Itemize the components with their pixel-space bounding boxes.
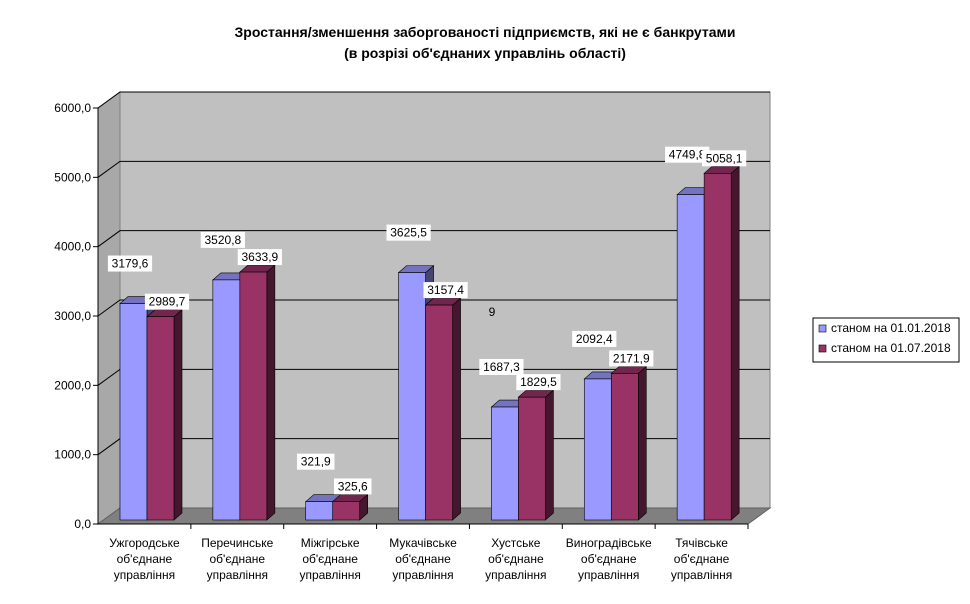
bar-side: [266, 264, 276, 521]
legend-swatch: [818, 344, 827, 353]
x-tick-label: Міжгірське: [301, 536, 360, 550]
x-tick-label: об'єднане: [488, 552, 544, 566]
x-tick-label: об'єднане: [209, 552, 265, 566]
x-tick-label: об'єднане: [674, 552, 730, 566]
x-tick-label: управління: [578, 568, 639, 582]
data-label-bg: [107, 255, 153, 272]
plot-area: 0,0 1000,0 2000,0 3000,0 4000,0 5000,0 6000,0 У…: [54, 91, 772, 582]
y-tick-label: 6000,0: [54, 101, 91, 115]
data-label: 1829,5: [520, 375, 557, 389]
x-tick-label: об'єднане: [395, 552, 451, 566]
data-label-bg: [516, 374, 561, 391]
legend-entry: станом на 01.01.2018: [831, 321, 951, 335]
data-label: 3157,4: [427, 283, 464, 297]
data-label: 3179,6: [112, 257, 149, 271]
chart-title: Зростання/зменшення заборгованості підпр…: [235, 24, 736, 40]
bar: [332, 501, 361, 521]
gridline: [97, 160, 770, 178]
bar: [610, 373, 639, 521]
x-tick-label: Виноградівське: [566, 536, 652, 550]
x-tick-label: управління: [114, 568, 175, 582]
y-tick-label: 4000,0: [54, 240, 91, 254]
data-label-bg: [200, 231, 245, 248]
data-label: 3520,8: [205, 233, 242, 247]
data-label-bg: [237, 249, 282, 266]
data-label-bg: [479, 359, 524, 376]
y-tick-label: 1000,0: [54, 448, 91, 462]
bar: [425, 304, 453, 521]
y-tick-label: 0,0: [74, 517, 91, 531]
x-tick-label: Тячівське: [675, 536, 728, 550]
gridline: [97, 91, 770, 109]
x-tick-label: управління: [392, 568, 453, 582]
y-tick-label: 3000,0: [54, 309, 91, 323]
y-tick-label: 5000,0: [54, 170, 91, 184]
legend: станом на 01.01.2018 станом на 01.07.2018: [812, 317, 960, 363]
bar: [703, 173, 732, 521]
data-label-bg: [423, 282, 468, 299]
bar: [146, 316, 175, 521]
bar: [212, 279, 241, 521]
x-tick-label: управління: [299, 568, 360, 582]
data-label: 5058,1: [706, 151, 743, 165]
x-tick-label: управління: [207, 568, 268, 582]
data-label-bg: [609, 350, 654, 367]
legend-entry: станом на 01.07.2018: [831, 341, 951, 355]
x-tick-label: Ужгородське: [109, 536, 180, 550]
bar: [676, 194, 705, 521]
bar-side: [637, 365, 647, 521]
data-label: 1687,3: [483, 360, 520, 374]
data-label-bg: [572, 330, 617, 347]
bar-side: [173, 309, 183, 521]
bar-side: [730, 165, 740, 521]
bar: [491, 406, 519, 521]
chart-subtitle: (в розрізі об'єднаних управлінь області): [344, 45, 626, 61]
bar-side: [452, 297, 461, 521]
data-label-bg: [144, 293, 190, 310]
y-tick-label: 2000,0: [54, 378, 91, 392]
x-tick-label: Хустське: [491, 536, 541, 550]
bar: [583, 378, 612, 521]
data-label-bg: [702, 150, 747, 167]
annotation: 9: [489, 305, 496, 319]
gridline: [97, 230, 770, 248]
x-tick-label: об'єднане: [581, 552, 637, 566]
data-label-bg: [296, 453, 335, 470]
legend-swatch: [818, 324, 827, 333]
gridline: [97, 299, 770, 317]
data-label-bg: [386, 224, 431, 241]
data-label: 3625,5: [390, 226, 427, 240]
bar: [305, 501, 334, 521]
data-label: 2171,9: [613, 351, 650, 365]
legend-box: [812, 317, 960, 363]
data-label: 321,9: [301, 455, 331, 469]
bar: [119, 303, 148, 521]
data-label-bg: [665, 146, 710, 163]
data-label-bg: [333, 478, 372, 495]
x-tick-label: управління: [671, 568, 732, 582]
x-tick-label: Перечинське: [201, 536, 273, 550]
x-tick-label: об'єднане: [117, 552, 173, 566]
bar: [518, 396, 546, 521]
bar: [239, 271, 268, 521]
x-tick-label: управління: [485, 568, 546, 582]
x-tick-label: Мукачівське: [389, 536, 457, 550]
data-label: 2092,4: [576, 332, 613, 346]
x-tick-label: об'єднане: [302, 552, 358, 566]
bar-side: [545, 389, 554, 521]
data-label: 3633,9: [242, 250, 279, 264]
data-label: 2989,7: [149, 295, 186, 309]
data-label: 325,6: [338, 479, 368, 493]
data-label: 4749,8: [669, 148, 706, 162]
bar: [398, 272, 426, 521]
